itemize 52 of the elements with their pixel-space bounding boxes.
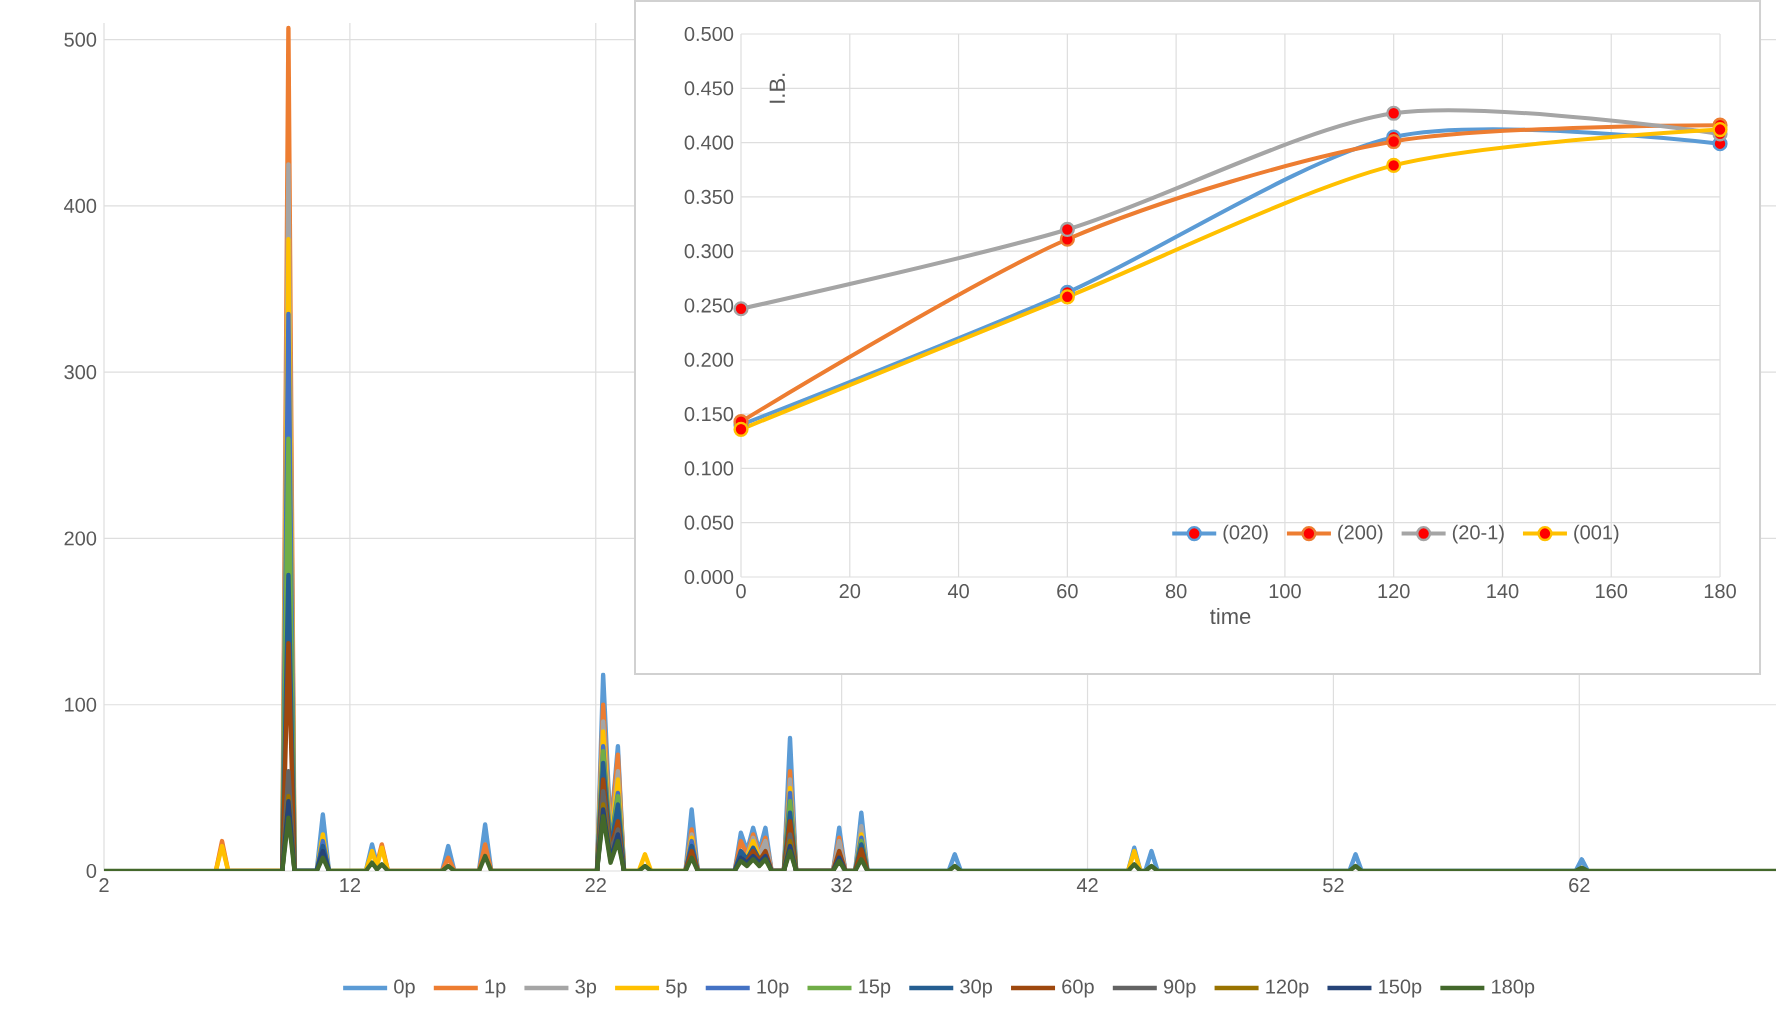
y-axis-title: I.B. — [769, 73, 785, 103]
x-tick-label: 32 — [831, 878, 852, 893]
y-tick-label: 0.350 — [684, 189, 734, 204]
y-tick-label: 200 — [64, 531, 97, 546]
y-tick-label: 0.200 — [684, 352, 734, 367]
legend-label: 10p — [757, 979, 789, 998]
legend-label: 30p — [960, 979, 992, 998]
x-tick-label: 2 — [99, 878, 109, 893]
y-tick-label: 0.250 — [684, 298, 734, 313]
x-tick-label: 42 — [1076, 878, 1098, 893]
legend-label: 0p — [394, 979, 415, 998]
y-tick-label: 0.000 — [684, 569, 734, 585]
y-tick-label: 100 — [65, 697, 97, 712]
y-tick-label: 0.050 — [684, 515, 734, 530]
legend-label: 15p — [859, 979, 891, 998]
x-tick-label: 62 — [1569, 878, 1590, 893]
y-tick-label: 500 — [64, 32, 97, 47]
y-tick-label: 0.150 — [684, 407, 734, 422]
legend-label: 3p — [575, 979, 597, 998]
x-tick-label: 160 — [1596, 584, 1628, 599]
y-tick-label: 300 — [64, 365, 97, 380]
x-tick-label: 52 — [1323, 878, 1344, 893]
legend-label: 60p — [1062, 979, 1094, 998]
x-tick-label: 12 — [340, 878, 361, 893]
y-tick-label: 0.450 — [684, 81, 734, 96]
x-tick-label: 22 — [585, 878, 606, 893]
y-tick-label: 0 — [86, 863, 97, 879]
x-tick-label: 80 — [1165, 584, 1187, 599]
legend-label: (200) — [1338, 524, 1383, 544]
x-tick-label: 140 — [1487, 584, 1519, 599]
legend-label: 1p — [485, 979, 506, 998]
x-tick-label: 20 — [839, 584, 861, 599]
x-tick-label: 0 — [736, 584, 746, 599]
legend-label: 150p — [1379, 979, 1422, 998]
y-tick-label: 0.300 — [684, 244, 734, 259]
legend-label: 90p — [1163, 979, 1196, 998]
legend-label: (020) — [1223, 524, 1268, 544]
x-tick-label: 120 — [1378, 584, 1410, 599]
x-tick-label: 180 — [1704, 584, 1736, 599]
legend-label: 5p — [666, 979, 687, 998]
x-axis-title: time — [1210, 607, 1251, 625]
x-tick-label: 100 — [1269, 584, 1301, 599]
legend-label: 120p — [1266, 979, 1309, 998]
y-tick-label: 0.400 — [684, 135, 734, 150]
y-tick-label: 0.100 — [684, 461, 734, 476]
y-tick-label: 400 — [64, 198, 97, 213]
legend-label: (001) — [1574, 524, 1619, 544]
y-tick-label: 0.500 — [684, 26, 734, 42]
x-tick-label: 40 — [947, 584, 969, 599]
legend-label: (20-1) — [1452, 524, 1504, 544]
x-tick-label: 60 — [1057, 584, 1078, 599]
legend-label: 180p — [1492, 979, 1535, 998]
